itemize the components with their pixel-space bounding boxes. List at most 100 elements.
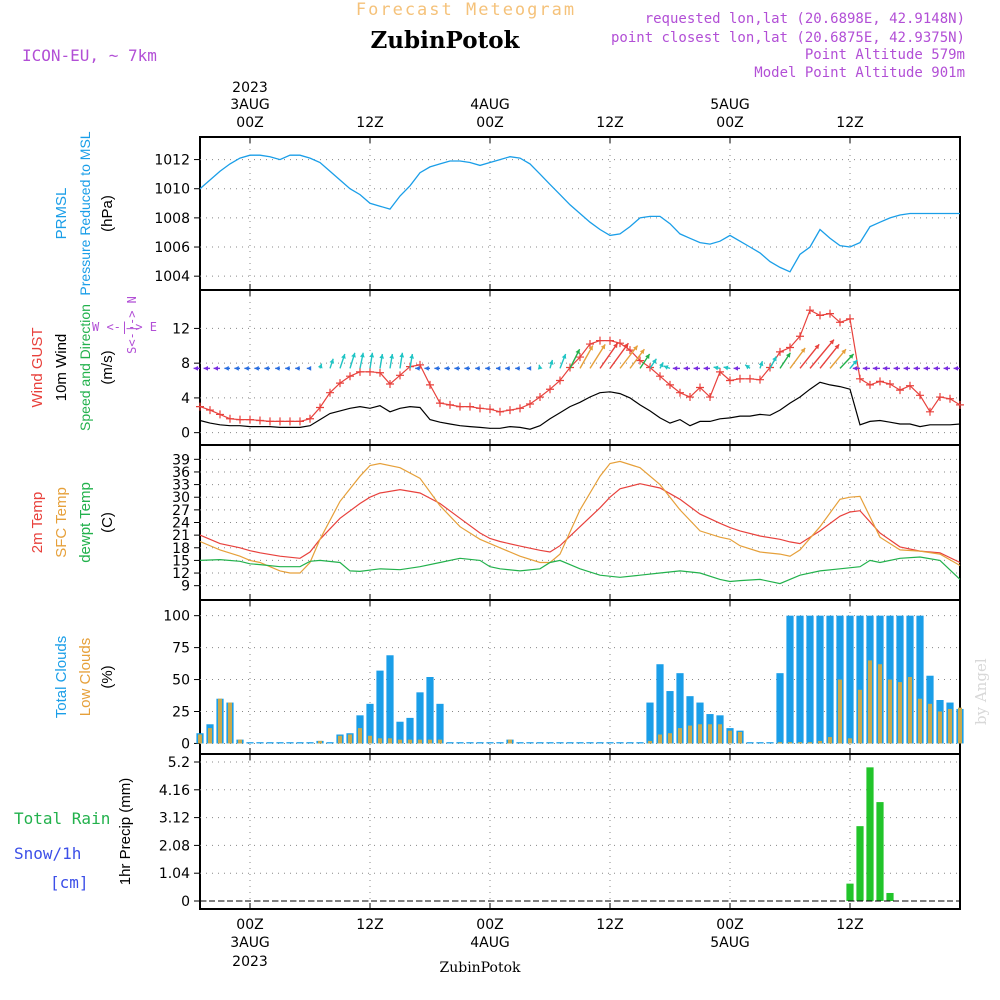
chart-title: Forecast Meteogram [356, 0, 576, 20]
wind-arrow-head [341, 353, 346, 359]
y-tick-label: 9 [181, 579, 190, 595]
bar-clouds-0 [416, 692, 424, 744]
wind-arrow-head [829, 339, 834, 345]
bar-clouds-1 [338, 735, 342, 744]
y-tick-label: 1.04 [159, 866, 190, 882]
gust-marker [556, 376, 564, 385]
bar-clouds-0 [756, 742, 764, 744]
bar-clouds-1 [848, 738, 852, 744]
bar-clouds-0 [596, 742, 604, 744]
bar-precip-0 [856, 826, 864, 901]
panel-frame [199, 753, 961, 910]
bar-clouds-1 [698, 724, 702, 744]
bar-clouds-1 [878, 664, 882, 744]
y-tick-label: 1004 [154, 269, 190, 285]
y-tick-label: 33 [172, 478, 190, 494]
y-tick-label: 15 [172, 553, 190, 569]
wind-arrow [609, 342, 629, 369]
bar-clouds-0 [606, 742, 614, 744]
wind-arrow-head [600, 344, 606, 350]
gust-marker [506, 406, 514, 415]
wind-arrow-head [515, 365, 520, 371]
y-tick-label: 36 [172, 465, 190, 481]
bottom-hour-label: 00Z [236, 917, 263, 933]
wind-arrow-head [264, 365, 269, 371]
bar-clouds-1 [688, 725, 692, 744]
series-line-temperature-0 [199, 483, 961, 564]
bar-clouds-0 [666, 691, 674, 744]
wind-arrow-head [872, 365, 878, 371]
axis-label-pressure: (hPa) [99, 195, 116, 232]
gust-marker [546, 385, 554, 394]
wind-arrow-head [203, 365, 208, 371]
bar-precip-0 [886, 892, 894, 901]
series-line-wind-0 [199, 309, 961, 422]
panel-wind: 0 4 8 12 Wind GUST 10m Wind Speed and Directio… [29, 289, 964, 446]
wind-arrow-head [224, 365, 229, 371]
gust-marker [196, 402, 204, 411]
wind-arrow-head [953, 365, 958, 371]
gust-marker [256, 416, 264, 425]
gust-marker [456, 402, 464, 411]
wind-arrow-head [758, 361, 764, 367]
model-label: ICON-EU, ~ 7km [22, 46, 157, 65]
precip-legend-label: [cm] [50, 873, 89, 892]
y-tick-label: 25 [172, 705, 190, 721]
bar-clouds-1 [928, 703, 932, 744]
bar-clouds-0 [846, 615, 854, 744]
bar-clouds-1 [418, 739, 422, 744]
bar-clouds-0 [386, 655, 394, 744]
bar-clouds-1 [868, 660, 872, 744]
gust-marker [936, 393, 944, 402]
bar-clouds-0 [266, 742, 274, 744]
bar-clouds-1 [228, 702, 232, 744]
bar-clouds-0 [686, 696, 694, 744]
footer-location: ZubinPotok [439, 960, 521, 976]
bar-clouds-0 [256, 742, 264, 744]
gust-marker [686, 393, 694, 402]
bar-clouds-0 [856, 615, 864, 744]
y-tick-label: 100 [163, 609, 190, 625]
bar-clouds-1 [858, 689, 862, 744]
wind-arrow-head [295, 365, 300, 371]
wind-arrow [599, 342, 619, 369]
y-tick-label: 2.08 [159, 838, 190, 854]
bar-clouds-0 [446, 742, 454, 744]
wind-arrow-head [841, 349, 846, 355]
bar-clouds-0 [496, 742, 504, 744]
wind-arrow-head [713, 365, 719, 371]
bar-clouds-0 [696, 702, 704, 744]
y-tick-label: 50 [172, 673, 190, 689]
model-altitude: Model Point Altitude 901m [754, 65, 965, 81]
wind-arrow-head [772, 356, 777, 362]
wind-arrow-head [852, 359, 858, 365]
bottom-date-label: 5AUG [710, 935, 750, 951]
wind-arrow-head [193, 365, 198, 371]
gust-marker [866, 380, 874, 389]
bar-clouds-1 [888, 679, 892, 744]
gust-marker [226, 414, 234, 423]
y-tick-label: 3.12 [159, 811, 190, 827]
wind-arrow-head [454, 365, 459, 371]
bar-precip-0 [866, 767, 874, 901]
gust-marker [636, 356, 644, 365]
gust-marker [446, 400, 454, 409]
wind-arrow-head [893, 365, 898, 371]
gust-marker [706, 393, 714, 402]
bar-clouds-1 [208, 728, 212, 744]
gust-marker [266, 417, 274, 426]
bar-clouds-0 [246, 742, 254, 744]
wind-arrow-head [254, 365, 259, 371]
gust-marker [956, 400, 964, 409]
bar-clouds-1 [938, 711, 942, 744]
bar-clouds-1 [948, 708, 952, 744]
bottom-hour-label: 12Z [356, 917, 383, 933]
top-hour-label: 12Z [596, 115, 623, 131]
gust-marker [576, 353, 584, 362]
wind-arrow-head [329, 358, 335, 364]
gust-marker [756, 375, 764, 384]
axis-label-precip: 1hr Precip (mm) [117, 778, 134, 886]
bar-precip-0 [876, 802, 884, 901]
wind-arrow-head [745, 364, 751, 370]
gust-marker [496, 407, 504, 416]
